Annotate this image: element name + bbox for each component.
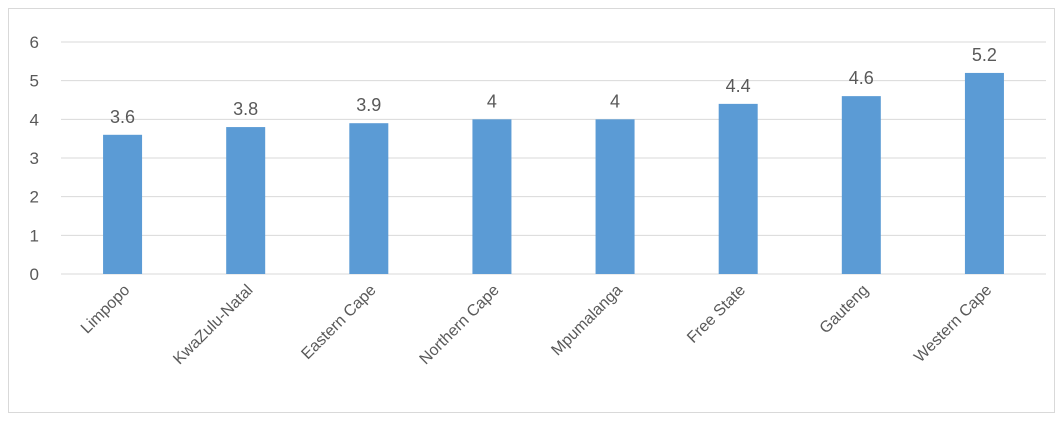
- bar: [595, 119, 635, 274]
- gridlines: [61, 41, 1046, 275]
- bar: [841, 96, 881, 274]
- bar: [103, 134, 143, 274]
- bar: [964, 72, 1004, 274]
- y-tick-label: 3: [30, 149, 39, 168]
- category-label: KwaZulu-Natal: [170, 282, 256, 368]
- bars: [103, 72, 1004, 274]
- y-tick-label: 1: [30, 226, 39, 245]
- y-tick-label: 4: [30, 110, 39, 129]
- bar-chart: 0 1 2 3 4 5 6 3.6 3.8 3.9 4 4 4.4 4.6 5.2 Limpopo KwaZ…: [30, 33, 1046, 368]
- category-label: Western Cape: [911, 282, 995, 366]
- data-labels: 3.6 3.8 3.9 4 4 4.4 4.6 5.2: [110, 45, 997, 127]
- data-label: 3.9: [356, 95, 381, 115]
- category-label: Gauteng: [817, 282, 872, 337]
- y-tick-label: 5: [30, 72, 39, 91]
- data-label: 4.6: [849, 68, 874, 88]
- y-axis-ticks: 0 1 2 3 4 5 6: [30, 33, 39, 284]
- bar: [718, 103, 758, 274]
- category-label: Eastern Cape: [298, 282, 379, 363]
- y-tick-label: 6: [30, 33, 39, 52]
- chart-frame: 0 1 2 3 4 5 6 3.6 3.8 3.9 4 4 4.4 4.6 5.2 Limpopo KwaZ…: [8, 8, 1055, 413]
- category-label: Mpumalanga: [548, 282, 626, 360]
- data-label: 4: [610, 91, 620, 111]
- data-label: 3.8: [233, 99, 258, 119]
- bar: [472, 119, 512, 274]
- data-label: 5.2: [972, 45, 997, 65]
- bar: [349, 123, 389, 274]
- y-tick-label: 2: [30, 188, 39, 207]
- data-label: 4.4: [726, 76, 751, 96]
- bar: [226, 127, 266, 274]
- category-label: Northern Cape: [417, 282, 503, 368]
- category-label: Free State: [684, 282, 749, 347]
- data-label: 3.6: [110, 107, 135, 127]
- data-label: 4: [487, 91, 497, 111]
- y-tick-label: 0: [30, 265, 39, 284]
- x-axis-categories: Limpopo KwaZulu-Natal Eastern Cape Northern…: [78, 282, 995, 368]
- category-label: Limpopo: [78, 282, 133, 337]
